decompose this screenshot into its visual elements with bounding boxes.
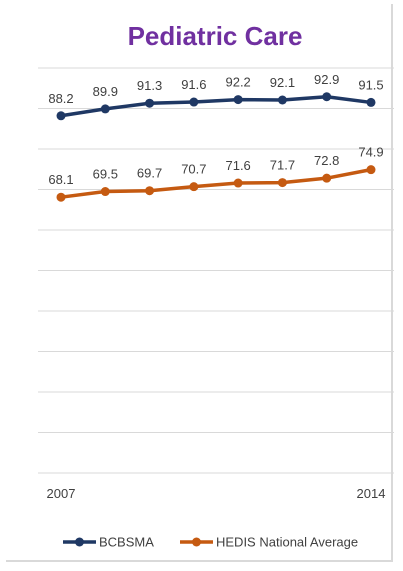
x-tick-label: 2007 xyxy=(47,486,76,501)
gridlines xyxy=(38,67,394,474)
data-point xyxy=(277,95,287,105)
data-label: 69.7 xyxy=(137,166,162,181)
data-label: 92.9 xyxy=(314,72,339,87)
data-point xyxy=(189,182,199,192)
data-label: 91.3 xyxy=(137,78,162,93)
data-label: 91.5 xyxy=(358,77,383,92)
data-label: 71.6 xyxy=(225,158,250,173)
data-label: 70.7 xyxy=(181,162,206,177)
data-point xyxy=(233,178,243,188)
legend-marker xyxy=(192,537,201,547)
data-label: 91.6 xyxy=(181,77,206,92)
data-point xyxy=(233,95,243,105)
data-label: 68.1 xyxy=(48,172,73,187)
legend-marker xyxy=(75,537,84,547)
series-0: 88.2 89.9 91.3 91.6 92.2 92.1 92.9 91.5 xyxy=(48,72,384,121)
series-line xyxy=(59,95,373,118)
data-label: 72.8 xyxy=(314,153,339,168)
data-point xyxy=(277,178,287,188)
data-label: 71.7 xyxy=(270,158,295,173)
data-point xyxy=(145,186,155,196)
series-layer: 88.2 89.9 91.3 91.6 92.2 92.1 92.9 91.5 68.1 69.5… xyxy=(48,72,384,202)
data-label: 92.1 xyxy=(270,75,295,90)
chart-frame xyxy=(6,4,393,562)
data-point xyxy=(100,187,110,197)
chart-title: Pediatric Care xyxy=(128,21,303,51)
data-point xyxy=(322,92,332,102)
data-point xyxy=(189,97,199,107)
x-tick-label: 2014 xyxy=(357,486,386,501)
data-point xyxy=(145,98,155,108)
legend: BCBSMA HEDIS National Average xyxy=(63,535,358,550)
data-label: 89.9 xyxy=(93,84,118,99)
data-point xyxy=(366,165,376,175)
legend-label: BCBSMA xyxy=(99,535,154,550)
legend-item: HEDIS National Average xyxy=(180,535,358,550)
legend-item: BCBSMA xyxy=(63,535,154,550)
series-line xyxy=(59,167,373,199)
data-point xyxy=(56,111,66,121)
legend-label: HEDIS National Average xyxy=(216,535,358,550)
data-point xyxy=(366,97,376,107)
data-label: 92.2 xyxy=(225,75,250,90)
data-point xyxy=(100,104,110,114)
data-point xyxy=(322,173,332,183)
data-label: 88.2 xyxy=(48,91,73,106)
x-axis-ticks: 2007 2014 xyxy=(47,486,386,501)
series-1: 68.1 69.5 69.7 70.7 71.6 71.7 72.8 74.9 xyxy=(48,145,384,202)
data-point xyxy=(56,192,66,202)
data-label: 74.9 xyxy=(358,145,383,160)
data-label: 69.5 xyxy=(93,167,118,182)
